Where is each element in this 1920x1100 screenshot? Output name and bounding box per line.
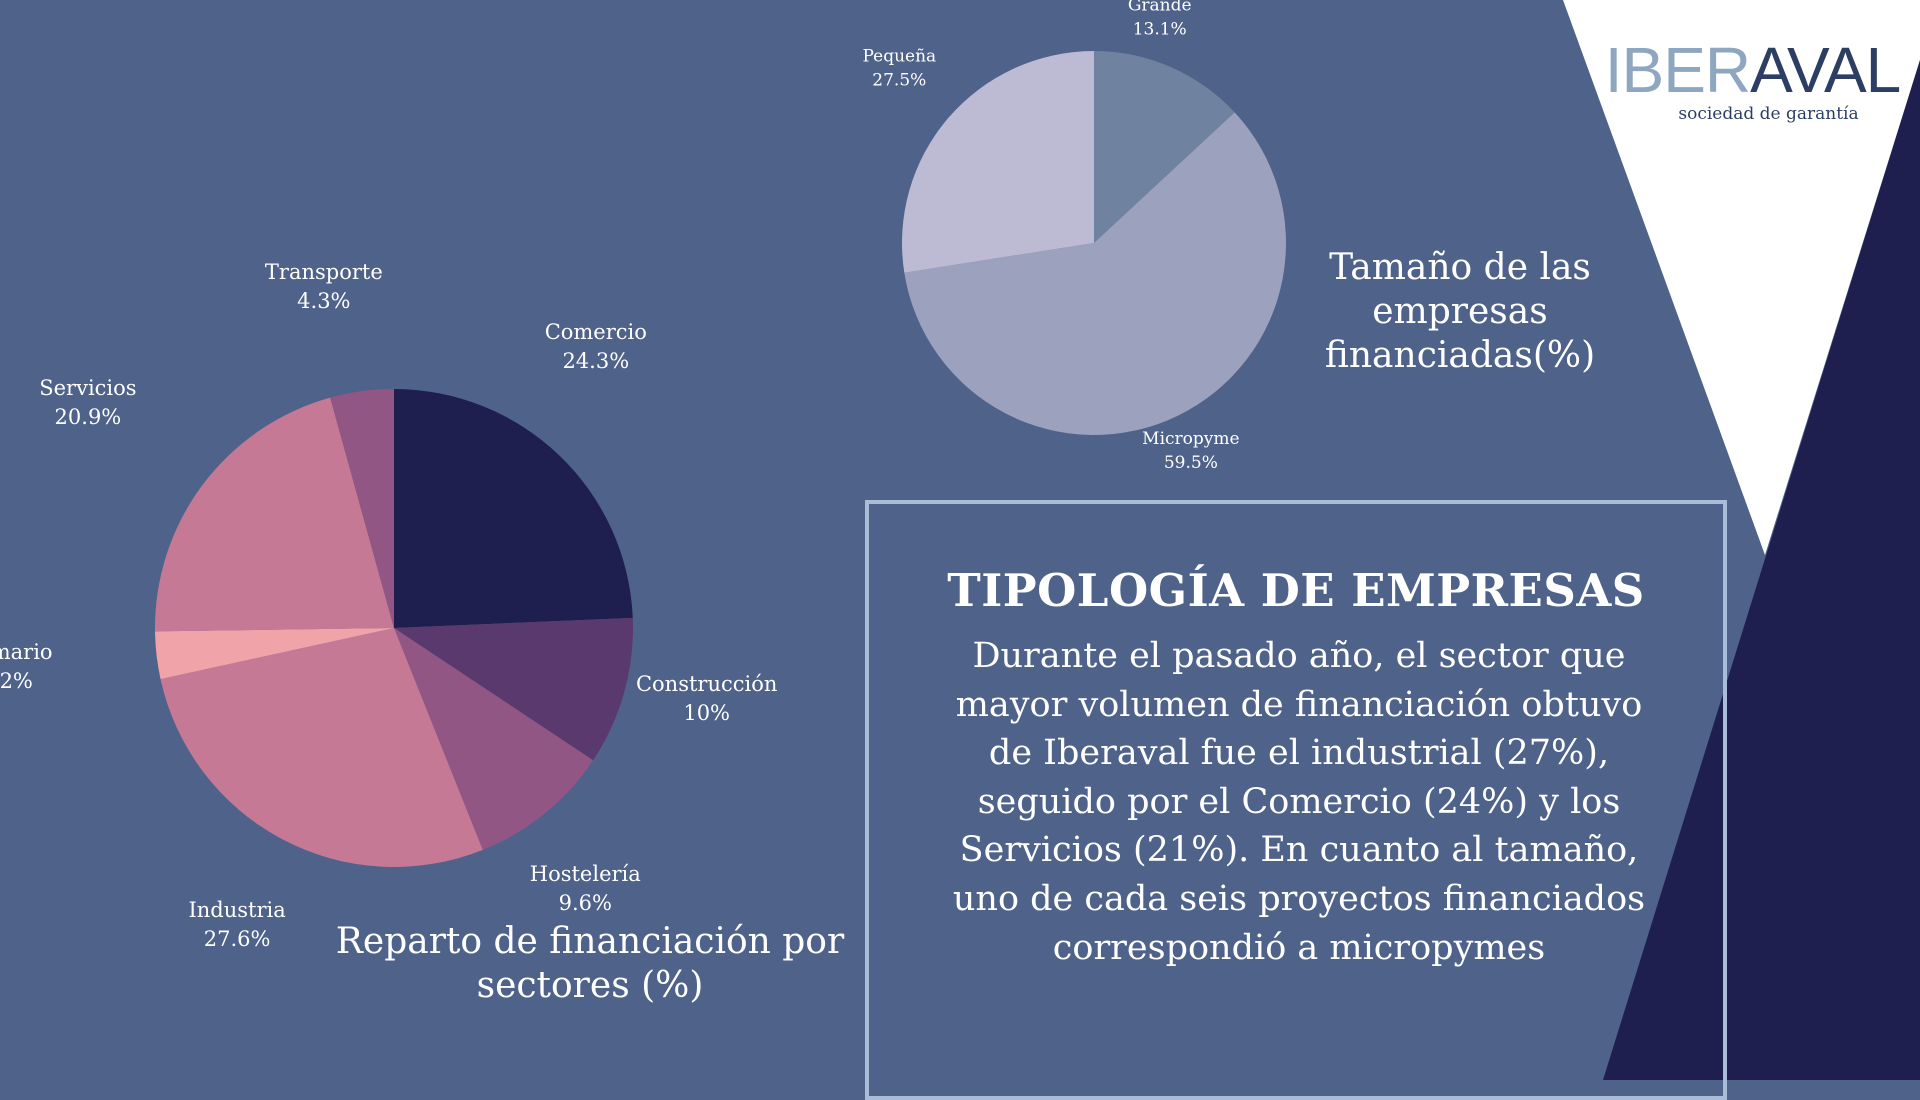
pie-slice-hosteleria (394, 628, 594, 850)
pie-value-construccion: 10% (683, 701, 730, 725)
logo-text-part2: AVAL (1750, 34, 1901, 106)
pie-label-micropyme: Micropyme (1142, 429, 1239, 449)
pie-value-transporte: 4.3% (297, 289, 350, 313)
pie-value-micropyme: 59.5% (1164, 453, 1218, 473)
pie-label-pequena: Pequeña (862, 46, 936, 66)
logo-tagline: sociedad de garantía (1678, 104, 1859, 124)
pie-value-grande: 13.1% (1133, 20, 1187, 40)
pie-slice-industria (160, 628, 483, 867)
pie-value-primario: 3.2% (0, 669, 33, 693)
pie-slice-micropyme (904, 112, 1286, 436)
sector-chart-title: Reparto de financiación por sectores (%) (335, 921, 845, 1006)
pie-label-grande: Grande (1128, 0, 1192, 16)
pie-slice-transporte (330, 389, 394, 628)
pie-value-comercio: 24.3% (562, 349, 629, 373)
iberaval-logo: IBERAVAL sociedad de garantía (1600, 38, 1905, 124)
navy-corner-panel (1603, 60, 1920, 1080)
pie-slice-construccion (394, 617, 633, 761)
info-heading: TIPOLOGÍA DE EMPRESAS (947, 564, 1645, 617)
pie-label-hosteleria: Hostelería (530, 862, 641, 886)
pie-label-transporte: Transporte (265, 260, 383, 284)
pie-value-hosteleria: 9.6% (559, 891, 612, 915)
pie-value-servicios: 20.9% (55, 405, 122, 429)
size-chart-title: Tamaño de las empresas financiadas(%) (1324, 247, 1596, 376)
info-body-text: Durante el pasado año, el sector que may… (952, 636, 1646, 968)
logo-text-part1: IBER (1604, 34, 1751, 106)
pie-value-industria: 27.6% (204, 927, 271, 951)
info-box: TIPOLOGÍA DE EMPRESAS Durante el pasado … (865, 500, 1727, 1100)
white-triangle-panel (1563, 0, 1920, 555)
logo-wordmark: IBERAVAL (1600, 38, 1905, 102)
pie-slice-servicios (155, 397, 394, 632)
pie-label-comercio: Comercio (545, 320, 647, 344)
pie-label-primario: Primario (0, 640, 53, 664)
pie-slice-primario (155, 628, 394, 680)
pie-slice-grande (1094, 51, 1235, 243)
pie-label-industria: Industria (188, 898, 285, 922)
pie-label-servicios: Servicios (39, 376, 136, 400)
pie-slice-comercio (394, 389, 633, 628)
pie-value-pequena: 27.5% (872, 70, 926, 90)
pie-label-construccion: Construcción (636, 672, 777, 696)
pie-slice-pequena (902, 51, 1094, 273)
